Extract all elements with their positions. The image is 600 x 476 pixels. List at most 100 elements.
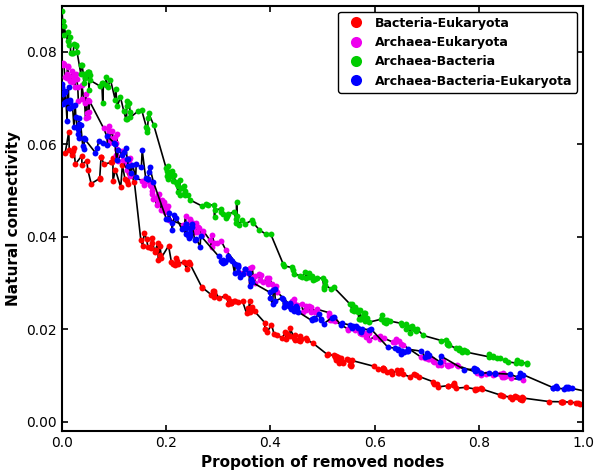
- Point: [428, 357, 437, 365]
- Point: [167, 171, 177, 178]
- Point: [74, 121, 84, 129]
- Point: [268, 300, 277, 308]
- Point: [298, 308, 308, 316]
- Point: [233, 263, 243, 270]
- Point: [329, 352, 339, 359]
- Point: [233, 261, 242, 268]
- Point: [103, 141, 112, 149]
- Point: [517, 396, 527, 404]
- Point: [350, 303, 360, 310]
- Point: [393, 347, 403, 354]
- Point: [159, 204, 169, 212]
- Point: [185, 229, 195, 237]
- Point: [179, 182, 189, 189]
- Point: [212, 239, 221, 247]
- Point: [74, 134, 84, 142]
- Point: [515, 395, 524, 403]
- Point: [58, 83, 67, 91]
- Point: [278, 334, 287, 342]
- Point: [173, 188, 183, 195]
- Point: [499, 372, 509, 380]
- Point: [472, 369, 482, 377]
- Point: [443, 342, 452, 349]
- Point: [217, 208, 226, 216]
- Point: [118, 156, 128, 164]
- Point: [558, 398, 568, 406]
- Point: [220, 258, 230, 266]
- Point: [94, 137, 104, 145]
- Point: [346, 363, 356, 370]
- Point: [269, 284, 278, 292]
- Point: [208, 231, 217, 238]
- Point: [169, 171, 178, 179]
- Point: [69, 144, 79, 152]
- Point: [284, 302, 294, 310]
- Point: [578, 400, 588, 408]
- Point: [512, 394, 522, 401]
- Point: [177, 225, 187, 233]
- Point: [262, 275, 272, 282]
- Point: [218, 259, 227, 267]
- Point: [167, 219, 176, 227]
- Point: [122, 159, 132, 167]
- Point: [63, 63, 73, 70]
- Point: [163, 202, 172, 209]
- Point: [484, 350, 494, 358]
- Point: [137, 177, 147, 184]
- Point: [130, 178, 139, 186]
- Point: [182, 230, 192, 238]
- Point: [435, 358, 445, 366]
- Point: [246, 275, 256, 283]
- Point: [247, 278, 256, 286]
- Point: [443, 340, 453, 347]
- Point: [170, 261, 180, 269]
- Point: [263, 280, 272, 288]
- Point: [154, 190, 164, 198]
- Point: [160, 198, 169, 206]
- Point: [353, 324, 363, 332]
- Point: [271, 282, 281, 290]
- Point: [142, 177, 152, 185]
- Point: [60, 98, 70, 106]
- Point: [500, 357, 509, 364]
- Point: [250, 307, 259, 315]
- Point: [289, 296, 298, 303]
- Point: [83, 166, 92, 174]
- Point: [113, 102, 122, 110]
- Point: [476, 371, 486, 378]
- Point: [571, 399, 581, 407]
- Point: [125, 108, 135, 116]
- Point: [107, 127, 117, 134]
- Point: [194, 224, 204, 231]
- Point: [248, 274, 258, 281]
- Point: [562, 385, 572, 392]
- Point: [68, 78, 77, 85]
- Point: [103, 132, 112, 140]
- Point: [488, 353, 498, 361]
- Point: [378, 365, 388, 372]
- Point: [183, 231, 193, 239]
- Point: [108, 177, 118, 185]
- Point: [59, 22, 68, 30]
- Point: [476, 384, 485, 392]
- Point: [69, 74, 79, 82]
- Point: [179, 258, 188, 266]
- Point: [185, 260, 195, 268]
- Point: [388, 370, 397, 377]
- Point: [429, 380, 439, 387]
- Point: [171, 255, 181, 262]
- Point: [433, 361, 443, 368]
- Point: [127, 169, 136, 177]
- Point: [111, 139, 121, 147]
- Point: [361, 334, 371, 341]
- Point: [109, 137, 118, 144]
- Point: [482, 370, 491, 378]
- Point: [411, 327, 421, 335]
- Point: [187, 220, 197, 228]
- Point: [125, 170, 134, 178]
- Point: [495, 354, 505, 362]
- Point: [394, 337, 404, 345]
- Point: [74, 114, 83, 121]
- Point: [116, 183, 125, 191]
- Point: [456, 346, 466, 354]
